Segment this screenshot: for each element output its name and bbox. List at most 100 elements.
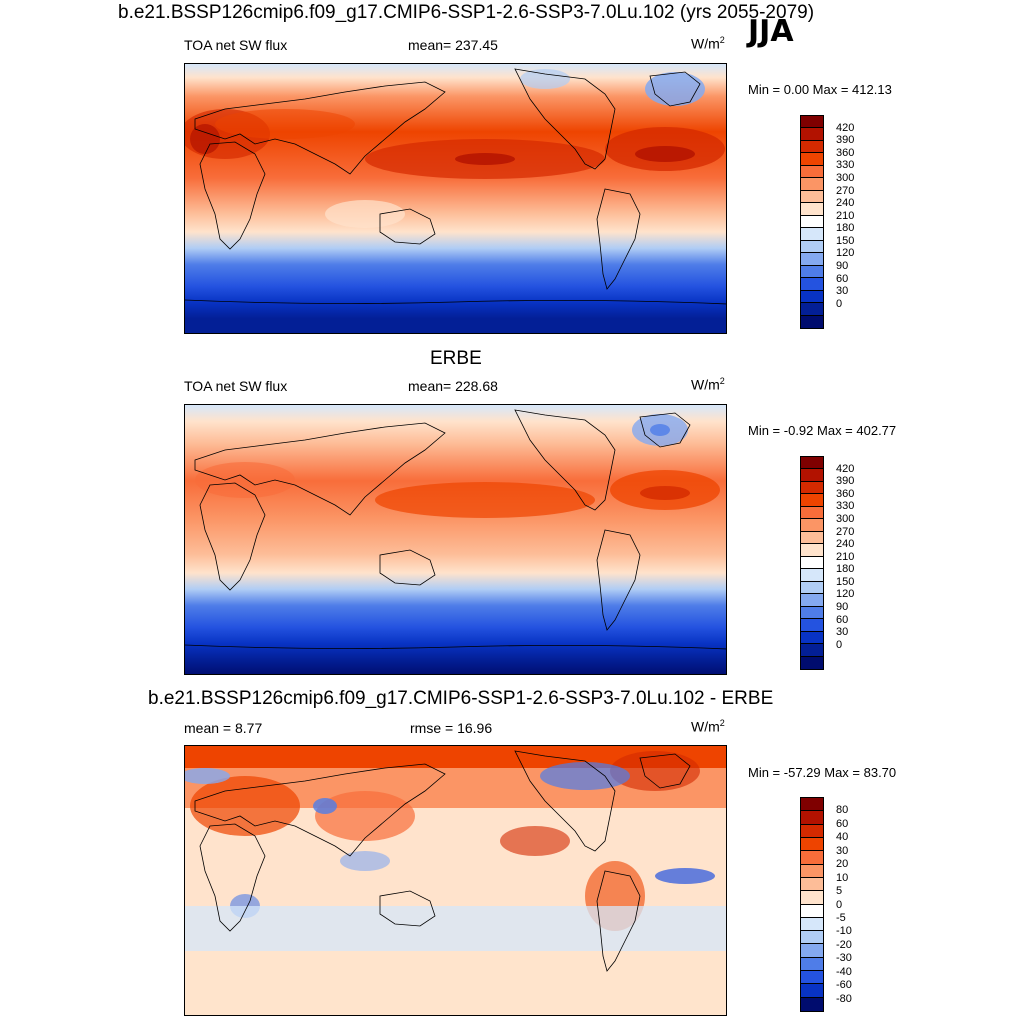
- colorbar-swatch: [801, 971, 823, 985]
- colorbar-swatch: [801, 228, 823, 241]
- colorbar-swatch: [801, 481, 823, 495]
- colorbar-tick-label: -60: [836, 979, 852, 992]
- colorbar-swatch: [801, 631, 823, 645]
- colorbar-swatch: [801, 128, 823, 141]
- colorbar-swatch: [801, 469, 823, 482]
- colorbar-swatch: [801, 178, 823, 191]
- colorbar-tick-label: 330: [836, 159, 855, 172]
- panel-model-title: b.e21.BSSP126cmip6.f09_g17.CMIP6-SSP1-2.…: [118, 2, 815, 23]
- colorbar-tick-label: 0: [836, 898, 843, 911]
- panel-obs-colorbar: [800, 456, 824, 670]
- colorbar-tick-label: -30: [836, 952, 852, 965]
- panel-obs-mean-label: mean= 228.68: [408, 378, 498, 394]
- colorbar-tick-label: 360: [836, 146, 855, 159]
- colorbar-tick-label: 0: [836, 297, 843, 310]
- colorbar-tick-label: 90: [836, 260, 849, 273]
- colorbar-swatch: [801, 891, 823, 905]
- colorbar-swatch: [801, 519, 823, 532]
- colorbar-tick-label: 300: [836, 512, 855, 525]
- colorbar-swatch: [801, 265, 823, 279]
- colorbar-tick-label: -40: [836, 965, 852, 978]
- colorbar-tick-label: -5: [836, 911, 846, 924]
- colorbar-swatch: [801, 278, 823, 291]
- colorbar-swatch: [801, 215, 823, 229]
- colorbar-swatch: [801, 798, 823, 812]
- colorbar-swatch: [801, 581, 823, 595]
- panel-diff-mean-label: mean = 8.77: [184, 720, 263, 736]
- colorbar-tick-label: 30: [836, 626, 849, 639]
- colorbar-swatch: [801, 569, 823, 582]
- colorbar-swatch: [801, 240, 823, 254]
- colorbar-swatch: [801, 556, 823, 570]
- colorbar-tick-label: 210: [836, 209, 855, 222]
- colorbar-swatch: [801, 253, 823, 266]
- colorbar-tick-label: 30: [836, 285, 849, 298]
- colorbar-tick-label: 30: [836, 844, 849, 857]
- panel-model-map: [184, 63, 727, 334]
- colorbar-swatch: [801, 944, 823, 958]
- colorbar-tick-label: 40: [836, 831, 849, 844]
- panel-obs-left-label: TOA net SW flux: [184, 378, 288, 394]
- colorbar-tick-label: 5: [836, 885, 843, 898]
- panel-diff-map: [184, 745, 727, 1016]
- panel-diff-minmax: Min = -57.29 Max = 83.70: [748, 765, 897, 780]
- colorbar-swatch: [801, 606, 823, 620]
- colorbar-tick-label: 180: [836, 563, 855, 576]
- colorbar-swatch: [801, 457, 823, 470]
- colorbar-swatch: [801, 877, 823, 892]
- season-label: JJA: [748, 14, 794, 49]
- colorbar-tick-label: 270: [836, 525, 855, 538]
- colorbar-swatch: [801, 494, 823, 507]
- colorbar-tick-label: 180: [836, 222, 855, 235]
- colorbar-tick-label: 80: [836, 804, 849, 817]
- colorbar-swatch: [801, 619, 823, 632]
- panel-obs-title: ERBE: [430, 348, 482, 369]
- colorbar-tick-label: 150: [836, 575, 855, 588]
- colorbar-tick-label: 90: [836, 601, 849, 614]
- colorbar-swatch: [801, 544, 823, 557]
- colorbar-swatch: [801, 837, 823, 852]
- colorbar-tick-label: 390: [836, 134, 855, 147]
- colorbar-tick-label: 120: [836, 588, 855, 601]
- colorbar-swatch: [801, 851, 823, 865]
- colorbar-swatch: [801, 997, 823, 1011]
- panel-diff-rmse-label: rmse = 16.96: [410, 720, 493, 736]
- panel-model-colorbar: [800, 115, 824, 329]
- colorbar-tick-label: -10: [836, 925, 852, 938]
- colorbar-tick-label: 420: [836, 462, 855, 475]
- colorbar-swatch: [801, 656, 823, 669]
- panel-diff-unit: W/m2: [691, 718, 725, 735]
- panel-model-mean-label: mean= 237.45: [408, 37, 498, 53]
- colorbar-tick-label: 150: [836, 234, 855, 247]
- colorbar-tick-label: -20: [836, 938, 852, 951]
- colorbar-swatch: [801, 140, 823, 154]
- colorbar-swatch: [801, 165, 823, 179]
- panel-diff-colorbar: [800, 797, 824, 1012]
- colorbar-tick-label: 270: [836, 184, 855, 197]
- colorbar-tick-label: 20: [836, 858, 849, 871]
- panel-obs-map: [184, 404, 727, 675]
- colorbar-swatch: [801, 190, 823, 204]
- colorbar-swatch: [801, 644, 823, 657]
- colorbar-swatch: [801, 290, 823, 304]
- colorbar-swatch: [801, 984, 823, 998]
- colorbar-swatch: [801, 811, 823, 825]
- panel-diff-title: b.e21.BSSP126cmip6.f09_g17.CMIP6-SSP1-2.…: [148, 688, 774, 709]
- colorbar-swatch: [801, 917, 823, 932]
- colorbar-swatch: [801, 303, 823, 316]
- colorbar-swatch: [801, 531, 823, 545]
- panel-model-unit: W/m2: [691, 35, 725, 52]
- colorbar-tick-label: 390: [836, 475, 855, 488]
- colorbar-swatch: [801, 116, 823, 129]
- colorbar-swatch: [801, 203, 823, 216]
- colorbar-swatch: [801, 931, 823, 945]
- panel-obs-unit: W/m2: [691, 376, 725, 393]
- colorbar-tick-label: 300: [836, 171, 855, 184]
- colorbar-tick-label: -80: [836, 992, 852, 1005]
- colorbar-tick-label: 330: [836, 500, 855, 513]
- colorbar-swatch: [801, 315, 823, 328]
- colorbar-swatch: [801, 506, 823, 520]
- colorbar-tick-label: 420: [836, 121, 855, 134]
- colorbar-tick-label: 60: [836, 817, 849, 830]
- colorbar-tick-label: 240: [836, 197, 855, 210]
